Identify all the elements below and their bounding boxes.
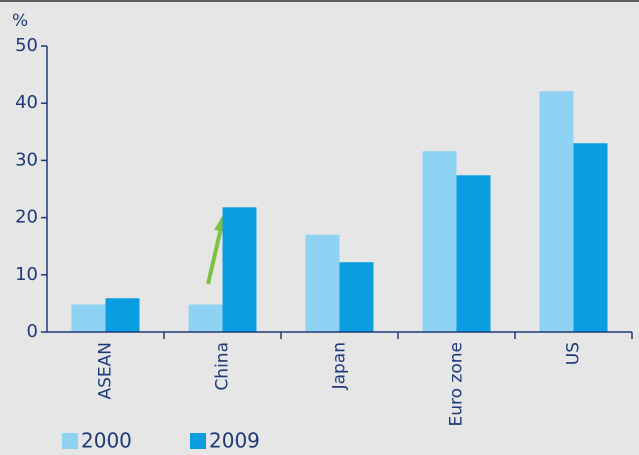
bar — [456, 175, 491, 332]
x-tick-label: China — [213, 342, 233, 391]
bar — [71, 304, 106, 332]
legend-swatch — [190, 433, 206, 449]
bar — [222, 207, 257, 332]
y-axis-label: % — [12, 11, 28, 31]
y-tick-label: 50 — [15, 35, 38, 56]
y-tick-label: 10 — [15, 264, 38, 285]
legend-label: 2009 — [209, 429, 260, 453]
bar — [305, 234, 340, 332]
y-tick-label: 0 — [27, 321, 38, 342]
x-tick-label: ASEAN — [96, 342, 116, 400]
y-tick-label: 30 — [15, 149, 38, 170]
legend-label: 2000 — [81, 429, 132, 453]
bar — [105, 298, 140, 332]
x-tick-label: Euro zone — [447, 342, 467, 427]
bar — [339, 262, 374, 332]
bar — [573, 143, 608, 332]
x-tick-label: US — [564, 342, 584, 365]
bar — [539, 91, 574, 332]
y-tick-label: 40 — [15, 92, 38, 113]
legend-swatch — [62, 433, 78, 449]
y-tick-label: 20 — [15, 207, 38, 228]
bar — [188, 304, 223, 332]
bar — [422, 151, 457, 332]
x-tick-label: Japan — [330, 342, 350, 390]
